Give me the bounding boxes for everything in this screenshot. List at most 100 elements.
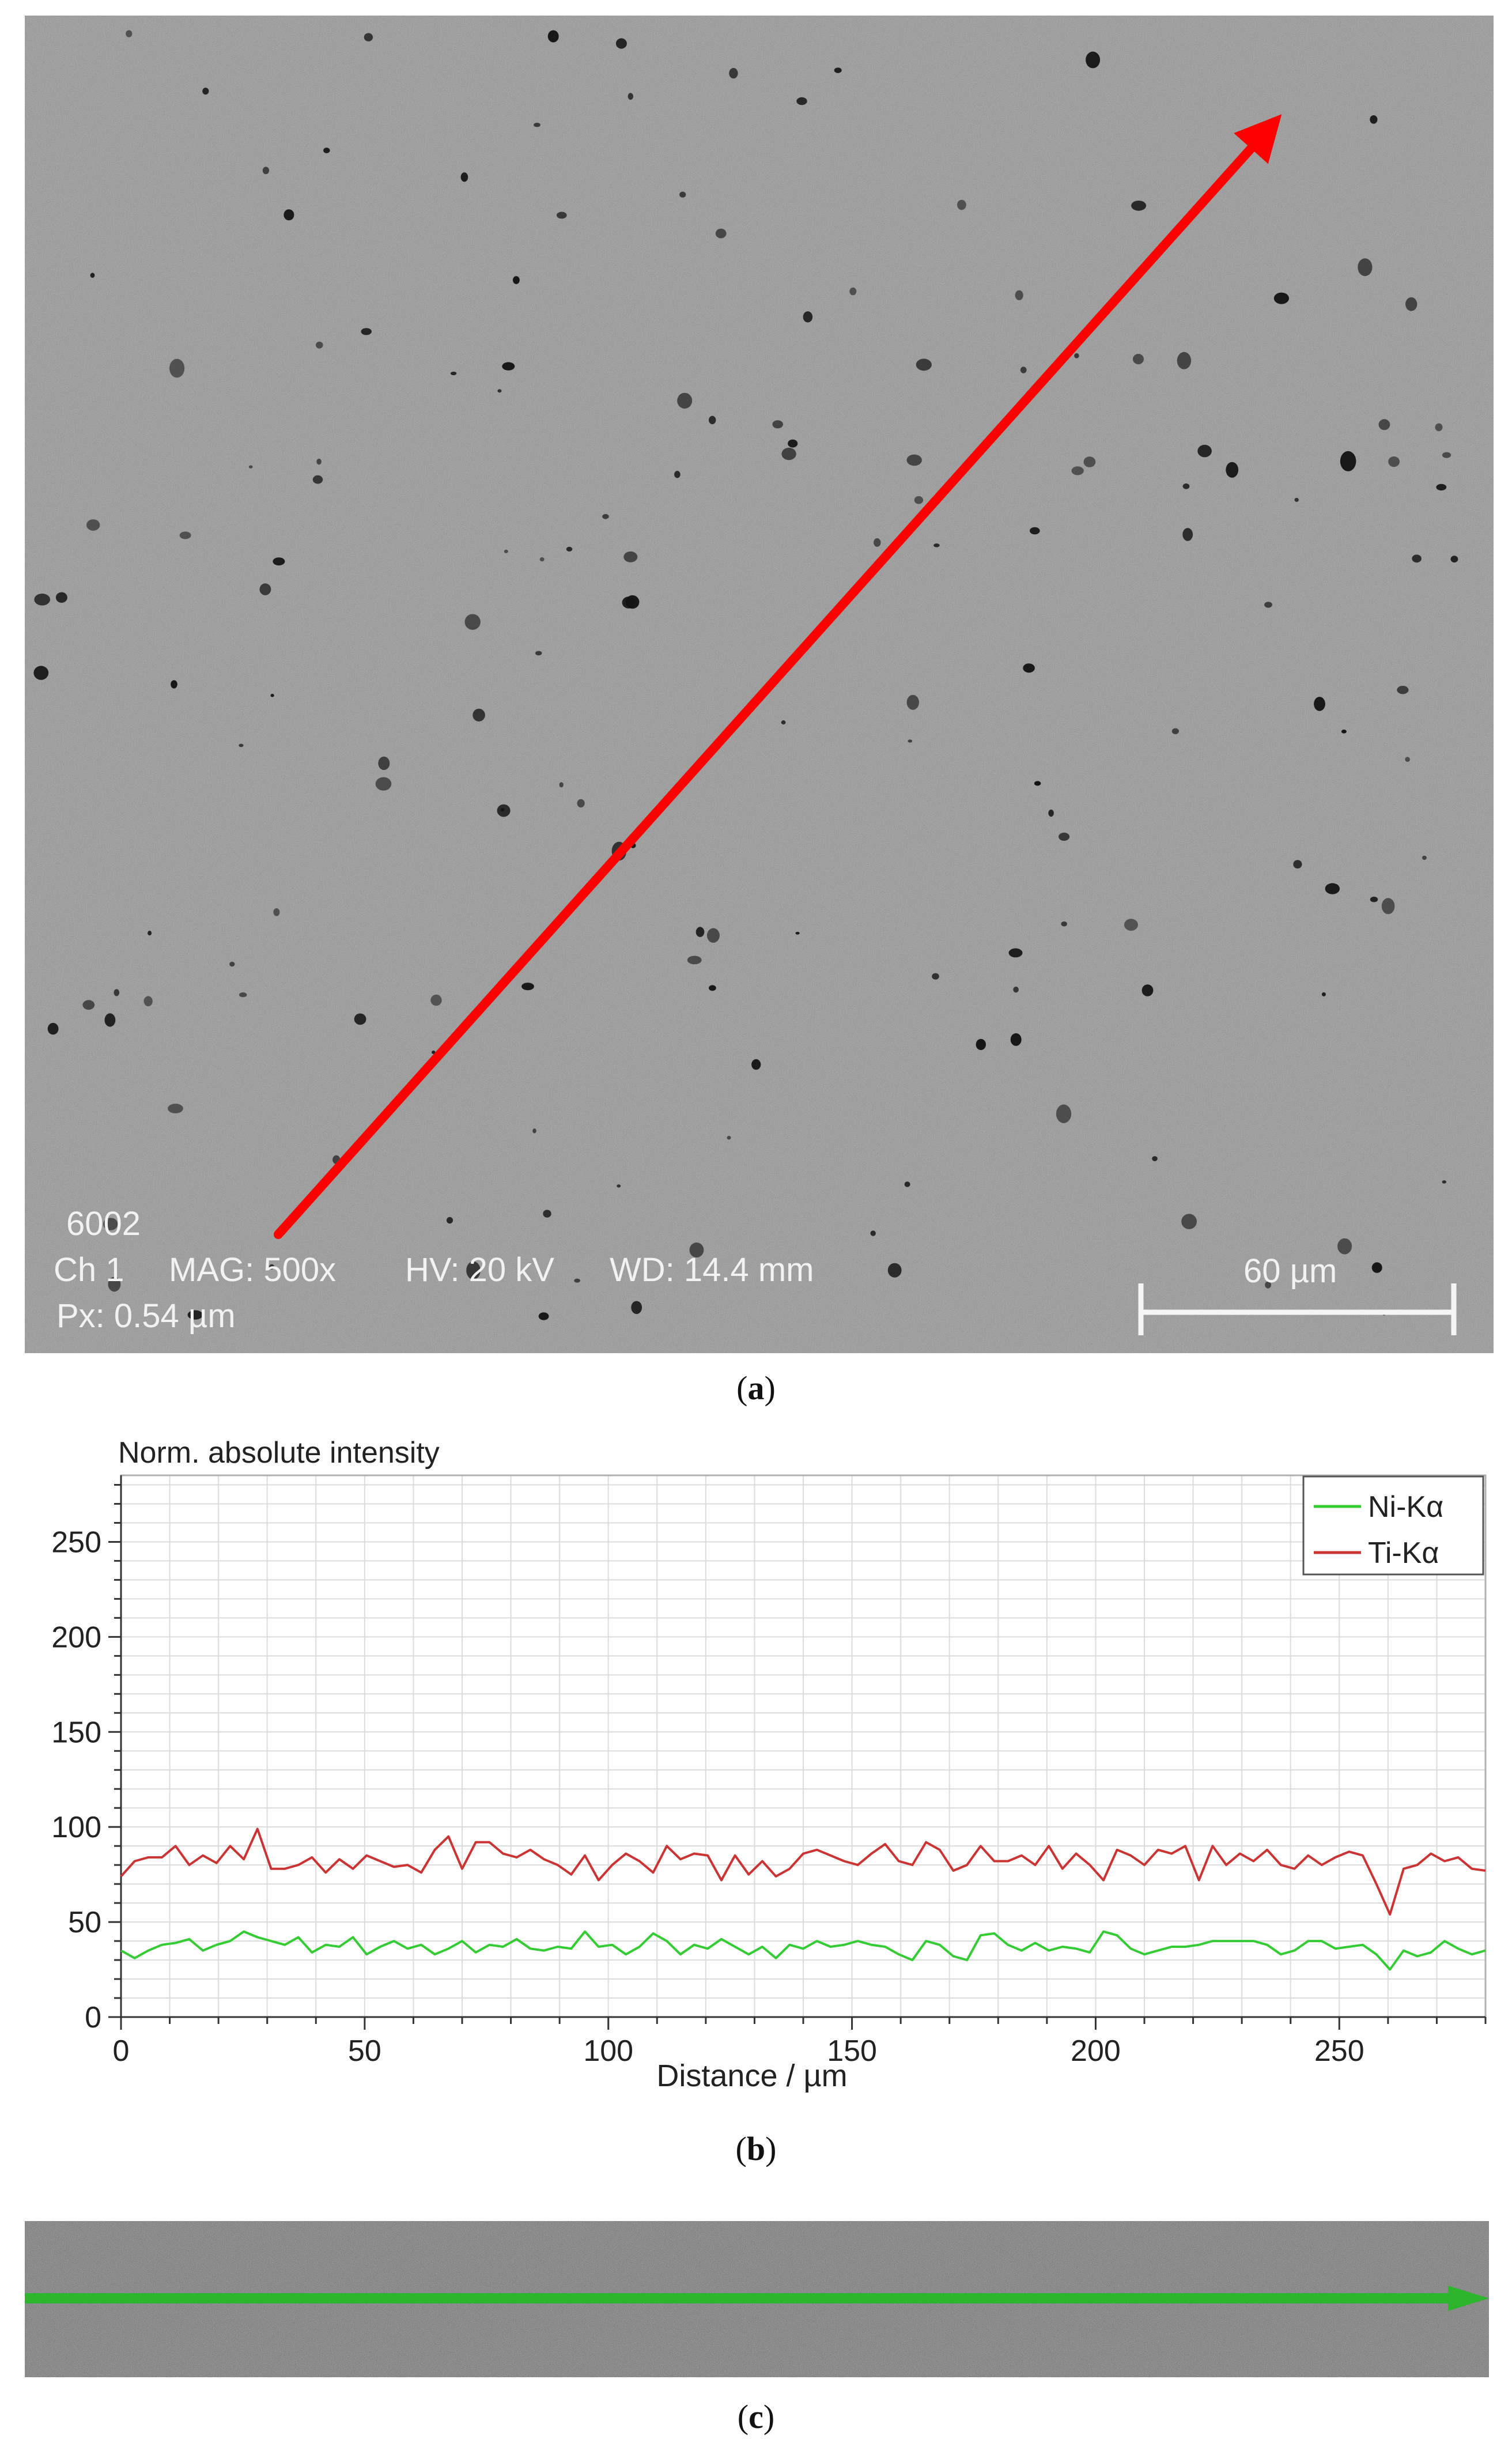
pore (781, 720, 786, 725)
pore (628, 93, 634, 100)
pore (677, 392, 693, 409)
y-tick-label: 200 (51, 1621, 101, 1654)
pore (577, 799, 585, 808)
pore (504, 549, 508, 553)
caption-b: (b) (735, 2130, 777, 2167)
pore (1131, 201, 1147, 211)
pore (914, 496, 924, 504)
scale-bar-label: 60 µm (1243, 1252, 1337, 1290)
pore (788, 439, 798, 448)
pore (1294, 497, 1299, 502)
pore (1124, 919, 1138, 931)
pore (269, 1264, 275, 1270)
pore (957, 199, 966, 210)
pore (534, 123, 540, 127)
pore (679, 191, 686, 198)
pore (1442, 452, 1451, 458)
pore (179, 531, 191, 539)
pore (1059, 832, 1070, 841)
pore (375, 777, 392, 791)
pore (1086, 51, 1101, 69)
pore (933, 543, 940, 547)
pore (687, 956, 702, 965)
pore (559, 782, 564, 788)
y-tick-label: 100 (51, 1811, 101, 1844)
pore (466, 1261, 481, 1280)
pore (1181, 1214, 1197, 1229)
pore (751, 1059, 761, 1070)
pore (430, 994, 442, 1006)
pore (1023, 663, 1035, 673)
pore (1182, 528, 1193, 541)
pore (148, 931, 152, 936)
pore (727, 1135, 731, 1140)
pore (378, 756, 390, 771)
pore (460, 172, 468, 182)
pore (1133, 354, 1144, 365)
pore (1083, 456, 1096, 467)
pore (169, 358, 185, 378)
pore (1152, 1156, 1158, 1161)
pore (108, 1277, 121, 1292)
pore (1381, 898, 1395, 915)
pore (323, 148, 330, 153)
pore (1226, 462, 1239, 478)
pore (1071, 466, 1084, 475)
pore (1056, 1104, 1072, 1123)
y-tick-label: 50 (68, 1906, 101, 1939)
y-tick-label: 0 (85, 2001, 101, 2034)
pore (976, 1038, 986, 1051)
pore (47, 1022, 59, 1035)
sem-pixel-size: Px: 0.54 µm (56, 1297, 236, 1335)
pore (171, 680, 177, 689)
chart-series (120, 1827, 1486, 1971)
x-tick-label: 50 (348, 2034, 381, 2068)
pore (1264, 602, 1272, 608)
pore (312, 475, 323, 484)
pore (1177, 352, 1192, 369)
pore (1074, 353, 1079, 358)
pore (361, 328, 372, 335)
pore (55, 592, 67, 603)
pore (446, 1217, 453, 1224)
pore (1422, 855, 1427, 860)
pore (1010, 1033, 1022, 1046)
legend-label: Ti-Kα (1368, 1536, 1439, 1570)
sem-channel: Ch 1 (54, 1251, 124, 1289)
pore (168, 1104, 183, 1113)
pore (1197, 444, 1212, 458)
pore (623, 551, 638, 562)
pore (539, 557, 545, 562)
caption-a: (a) (736, 1369, 776, 1407)
pore (114, 989, 120, 996)
pore (695, 927, 705, 937)
pore (1340, 451, 1356, 471)
sem-working-distance: WD: 14.4 mm (610, 1251, 814, 1289)
pore (532, 1128, 536, 1134)
pore (202, 88, 209, 95)
pore (497, 804, 511, 817)
y-tick-label: 150 (51, 1716, 101, 1749)
pore (1015, 290, 1023, 300)
pore (795, 931, 800, 935)
pore (316, 341, 323, 349)
pore (1442, 1180, 1446, 1184)
pore (709, 985, 716, 991)
x-tick-label: 100 (583, 2034, 633, 2068)
pore (916, 358, 932, 371)
pore (870, 1230, 876, 1236)
pore (82, 1000, 95, 1010)
pore (86, 519, 100, 531)
pore (1397, 686, 1409, 694)
pore (631, 1301, 642, 1315)
legend-label: Ni-Kα (1368, 1490, 1443, 1524)
sem-strip-c (25, 2221, 1489, 2377)
sem-image-a: 6002 Ch 1 MAG: 500x HV: 20 kV WD: 14.4 m… (25, 16, 1494, 1353)
x-tick-label: 250 (1314, 2034, 1364, 2068)
sem-image-c (25, 2221, 1489, 2377)
pore (316, 458, 322, 465)
pore (557, 212, 567, 219)
pore (354, 1013, 366, 1025)
caption-c: (c) (737, 2398, 775, 2435)
pore (906, 694, 920, 710)
